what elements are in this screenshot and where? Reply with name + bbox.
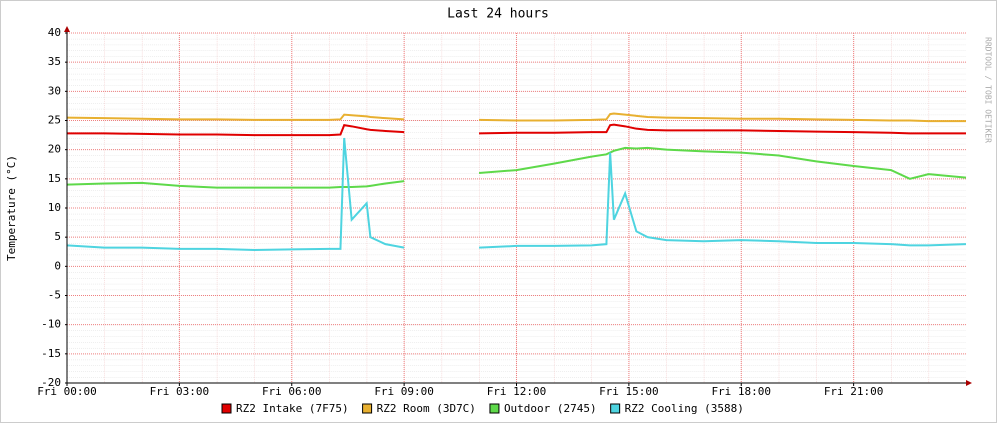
y-tick-label: -20	[41, 376, 61, 389]
legend-label: RZ2 Room (3D7C)	[377, 402, 476, 415]
x-tick-label: Fri 12:00	[487, 385, 547, 398]
y-tick-label: 15	[48, 172, 61, 185]
y-tick-label: 0	[54, 259, 61, 272]
y-tick-label: 35	[48, 55, 61, 68]
y-tick-label: -10	[41, 318, 61, 331]
x-tick-label: Fri 18:00	[711, 385, 771, 398]
x-tick-label: Fri 03:00	[150, 385, 210, 398]
legend-swatch	[221, 403, 232, 414]
y-tick-label: -15	[41, 347, 61, 360]
legend-label: Outdoor (2745)	[504, 402, 597, 415]
series-line	[66, 137, 967, 252]
series-line	[66, 112, 966, 123]
legend-swatch	[610, 403, 621, 414]
x-tick-label: Fri 15:00	[599, 385, 659, 398]
legend-swatch	[362, 403, 373, 414]
legend-swatch	[489, 403, 500, 414]
y-tick-label: 30	[48, 84, 61, 97]
x-tick-label: Fri 06:00	[262, 385, 322, 398]
y-tick-label: 40	[48, 26, 61, 39]
y-tick-label: 20	[48, 143, 61, 156]
chart-title: Last 24 hours	[447, 7, 549, 22]
lines	[66, 112, 967, 252]
x-tick-label: Fri 21:00	[824, 385, 884, 398]
y-tick-label: -5	[48, 289, 61, 302]
x-tick-label: Fri 00:00	[37, 385, 97, 398]
y-tick-label: 5	[54, 230, 61, 243]
y-arrow	[64, 26, 70, 32]
y-tick-label: 10	[48, 201, 61, 214]
series-line	[67, 123, 966, 137]
series-line	[66, 146, 967, 189]
watermark: RRDTOOL / TOBI OETIKER	[984, 37, 993, 143]
grid: -20 -15 -10 -5 0 5 10 15 20 25 30 35 40 Fri 00:00 Fri …	[37, 26, 966, 398]
y-axis-label: Temperature (°C)	[5, 155, 18, 261]
y-tick-label: 25	[48, 114, 61, 127]
legend-label: RZ2 Cooling (3588)	[625, 402, 744, 415]
legend-label: RZ2 Intake (7F75)	[236, 402, 349, 415]
x-tick-label: Fri 09:00	[374, 385, 434, 398]
legend: RZ2 Intake (7F75) RZ2 Room (3D7C) Outdoor …	[221, 402, 744, 415]
x-arrow	[966, 380, 972, 386]
axes	[64, 26, 972, 386]
